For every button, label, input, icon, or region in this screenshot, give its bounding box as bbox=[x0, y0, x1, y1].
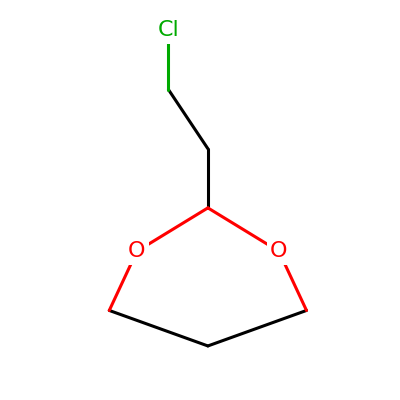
Text: O: O bbox=[270, 241, 288, 261]
Text: O: O bbox=[128, 241, 146, 261]
Text: Cl: Cl bbox=[158, 20, 179, 40]
